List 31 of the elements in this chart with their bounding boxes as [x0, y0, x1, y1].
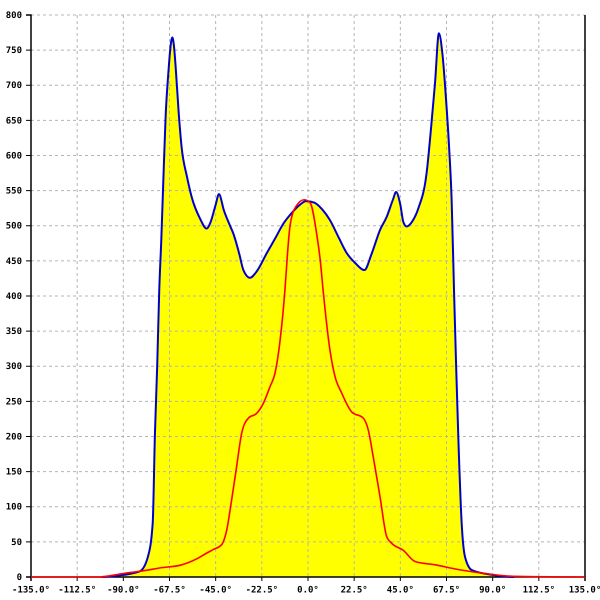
y-tick-label: 200 [6, 432, 22, 442]
x-tick-label: -135.0° [12, 585, 50, 596]
x-tick-label: 67.5° [432, 585, 460, 596]
y-tick-label: 600 [6, 151, 22, 162]
y-tick-label: 150 [6, 468, 22, 478]
y-tick-label: 500 [6, 222, 22, 232]
x-tick-label: -22.5° [246, 585, 278, 596]
x-tick-label: -90.0° [107, 585, 140, 596]
y-tick-label: 700 [6, 81, 22, 92]
y-tick-label: 550 [6, 186, 22, 197]
y-tick-label: 450 [6, 256, 22, 267]
y-tick-label: 50 [11, 538, 22, 548]
y-tick-label: 350 [6, 327, 22, 338]
x-tick-label: 45.0° [386, 585, 414, 596]
x-tick-label: 112.5° [522, 585, 556, 596]
x-tick-label: -67.5° [153, 585, 186, 596]
y-tick-label: 100 [6, 502, 22, 513]
x-tick-label: 90.0° [479, 585, 506, 596]
y-tick-label: 250 [6, 397, 22, 408]
line-series [31, 198, 585, 578]
y-tick-label: 300 [6, 362, 22, 372]
x-tick-label: 135.0° [568, 585, 600, 596]
y-tick-label: 0 [16, 572, 22, 583]
x-tick-label: 0.0° [297, 585, 319, 596]
y-tick-label: 650 [6, 116, 22, 126]
y-tick-label: 800 [6, 10, 22, 21]
x-tick-label: 22.5° [340, 585, 368, 596]
x-tick-label: -112.5° [58, 585, 96, 596]
x-tick-label: -45.0° [199, 585, 232, 596]
y-tick-label: 400 [6, 292, 22, 302]
y-tick-label: 750 [6, 46, 22, 56]
